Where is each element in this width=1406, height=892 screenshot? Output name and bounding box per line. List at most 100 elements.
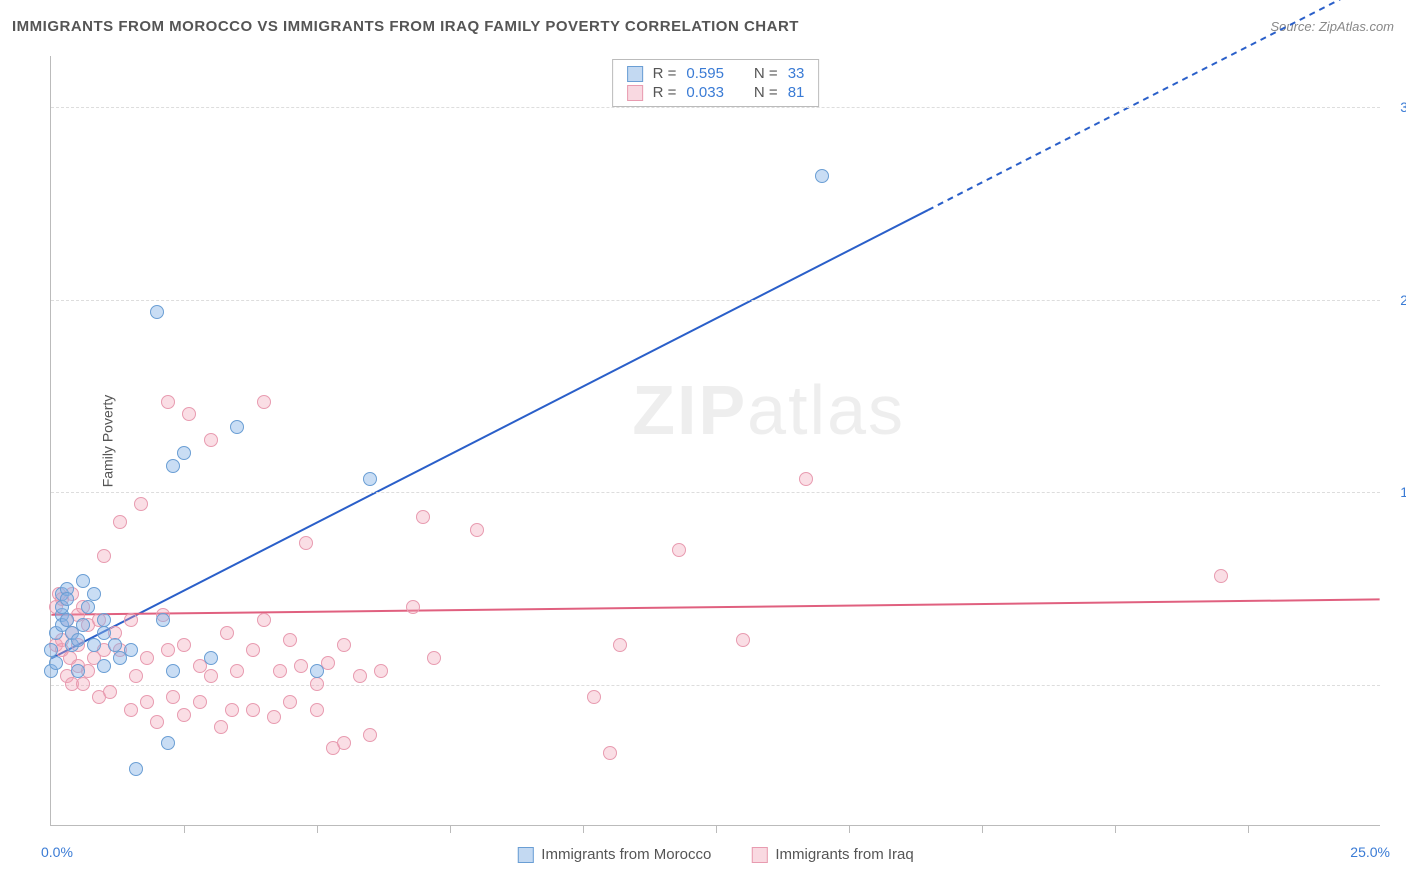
data-point-iraq <box>140 695 154 709</box>
data-point-iraq <box>310 677 324 691</box>
data-point-iraq <box>230 664 244 678</box>
data-point-iraq <box>204 669 218 683</box>
data-point-iraq <box>283 695 297 709</box>
data-point-iraq <box>193 695 207 709</box>
data-point-morocco <box>156 613 170 627</box>
data-point-iraq <box>603 746 617 760</box>
data-point-iraq <box>613 638 627 652</box>
data-point-iraq <box>124 703 138 717</box>
x-tick-max: 25.0% <box>1350 844 1390 860</box>
data-point-iraq <box>672 543 686 557</box>
data-point-iraq <box>129 669 143 683</box>
legend-label-morocco: Immigrants from Morocco <box>541 846 711 863</box>
data-point-iraq <box>257 613 271 627</box>
y-tick-label: 15.0% <box>1385 484 1406 500</box>
data-point-iraq <box>310 703 324 717</box>
r-value-iraq: 0.033 <box>686 84 724 101</box>
gridline-horizontal <box>51 685 1380 686</box>
data-point-morocco <box>310 664 324 678</box>
data-point-morocco <box>97 626 111 640</box>
data-point-iraq <box>406 600 420 614</box>
data-point-iraq <box>470 523 484 537</box>
data-point-iraq <box>799 472 813 486</box>
data-point-morocco <box>161 736 175 750</box>
gridline-horizontal <box>51 300 1380 301</box>
data-point-iraq <box>337 638 351 652</box>
data-point-iraq <box>134 497 148 511</box>
data-point-iraq <box>294 659 308 673</box>
n-prefix: N = <box>754 84 778 101</box>
data-point-morocco <box>87 638 101 652</box>
x-tick <box>1248 825 1249 833</box>
legend-row-iraq: R = 0.033 N = 81 <box>627 83 805 102</box>
data-point-morocco <box>71 664 85 678</box>
data-point-morocco <box>129 762 143 776</box>
y-tick-label: 22.5% <box>1385 292 1406 308</box>
y-tick-label: 7.5% <box>1385 677 1406 693</box>
data-point-iraq <box>283 633 297 647</box>
legend-item-morocco: Immigrants from Morocco <box>517 846 711 863</box>
x-tick <box>583 825 584 833</box>
data-point-morocco <box>230 420 244 434</box>
data-point-morocco <box>204 651 218 665</box>
regression-line-iraq <box>51 599 1379 614</box>
r-prefix: R = <box>653 65 677 82</box>
x-tick-min: 0.0% <box>41 844 73 860</box>
data-point-iraq <box>353 669 367 683</box>
data-point-iraq <box>220 626 234 640</box>
plot-area: Family Poverty ZIPatlas R = 0.595 N = 33… <box>50 56 1380 826</box>
data-point-iraq <box>587 690 601 704</box>
data-point-morocco <box>363 472 377 486</box>
data-point-iraq <box>427 651 441 665</box>
data-point-iraq <box>161 643 175 657</box>
source-attribution: Source: ZipAtlas.com <box>1270 19 1394 34</box>
data-point-iraq <box>214 720 228 734</box>
swatch-iraq <box>627 85 643 101</box>
data-point-iraq <box>166 690 180 704</box>
legend-item-iraq: Immigrants from Iraq <box>751 846 913 863</box>
data-point-iraq <box>113 515 127 529</box>
data-point-morocco <box>177 446 191 460</box>
data-point-iraq <box>374 664 388 678</box>
data-point-iraq <box>299 536 313 550</box>
data-point-iraq <box>204 433 218 447</box>
n-value-iraq: 81 <box>788 84 805 101</box>
data-point-iraq <box>246 703 260 717</box>
data-point-iraq <box>337 736 351 750</box>
chart-title: IMMIGRANTS FROM MOROCCO VS IMMIGRANTS FR… <box>12 18 799 35</box>
data-point-iraq <box>273 664 287 678</box>
data-point-morocco <box>81 600 95 614</box>
data-point-morocco <box>60 592 74 606</box>
data-point-morocco <box>166 459 180 473</box>
data-point-morocco <box>76 574 90 588</box>
data-point-iraq <box>736 633 750 647</box>
x-tick <box>184 825 185 833</box>
data-point-morocco <box>97 659 111 673</box>
data-point-iraq <box>246 643 260 657</box>
data-point-iraq <box>103 685 117 699</box>
x-tick <box>716 825 717 833</box>
correlation-legend: R = 0.595 N = 33 R = 0.033 N = 81 <box>612 59 820 107</box>
y-tick-label: 30.0% <box>1385 99 1406 115</box>
r-value-morocco: 0.595 <box>686 65 724 82</box>
data-point-morocco <box>124 643 138 657</box>
data-point-morocco <box>49 656 63 670</box>
legend-row-morocco: R = 0.595 N = 33 <box>627 64 805 83</box>
data-point-iraq <box>161 395 175 409</box>
data-point-morocco <box>150 305 164 319</box>
data-point-iraq <box>140 651 154 665</box>
swatch-morocco <box>627 66 643 82</box>
gridline-horizontal <box>51 107 1380 108</box>
x-tick <box>982 825 983 833</box>
x-tick <box>1115 825 1116 833</box>
data-point-iraq <box>267 710 281 724</box>
data-point-morocco <box>815 169 829 183</box>
data-point-iraq <box>182 407 196 421</box>
data-point-morocco <box>97 613 111 627</box>
data-point-iraq <box>177 638 191 652</box>
data-point-iraq <box>257 395 271 409</box>
gridline-horizontal <box>51 492 1380 493</box>
data-point-morocco <box>166 664 180 678</box>
data-point-morocco <box>71 633 85 647</box>
n-prefix: N = <box>754 65 778 82</box>
